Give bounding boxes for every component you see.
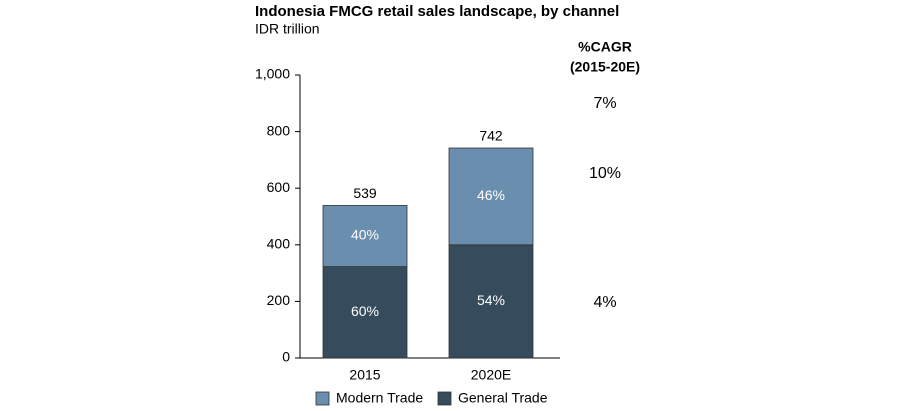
y-tick-label: 200: [267, 292, 291, 308]
cagr-title: %CAGR: [578, 39, 632, 55]
segment-label: 46%: [477, 187, 505, 203]
cagr-title: (2015-20E): [570, 59, 640, 75]
x-tick-label: 2015: [349, 367, 380, 383]
legend-label: Modern Trade: [336, 390, 423, 406]
legend-swatch: [437, 391, 452, 406]
y-tick-label: 600: [267, 179, 291, 195]
segment-label: 54%: [477, 292, 505, 308]
chart-subtitle: IDR trillion: [255, 21, 320, 37]
y-tick-label: 400: [267, 236, 291, 252]
segment-label: 60%: [351, 303, 379, 319]
x-tick-label: 2020E: [471, 367, 511, 383]
bar-segment: [448, 147, 534, 246]
bar-segment: [322, 205, 408, 267]
legend-swatch: [315, 391, 330, 406]
cagr-modern: 10%: [589, 165, 621, 182]
legend-label: General Trade: [458, 390, 548, 406]
bar-segment: [322, 266, 408, 359]
y-tick-label: 1,000: [255, 66, 290, 82]
cagr-total: 7%: [593, 95, 616, 112]
bar-segment: [448, 244, 534, 359]
total-label: 539: [353, 185, 377, 201]
y-tick-label: 800: [267, 122, 291, 138]
segment-label: 40%: [351, 227, 379, 243]
total-label: 742: [479, 128, 503, 144]
chart-title: Indonesia FMCG retail sales landscape, b…: [255, 3, 619, 20]
y-tick-label: 0: [282, 349, 290, 365]
cagr-general: 4%: [593, 294, 616, 311]
